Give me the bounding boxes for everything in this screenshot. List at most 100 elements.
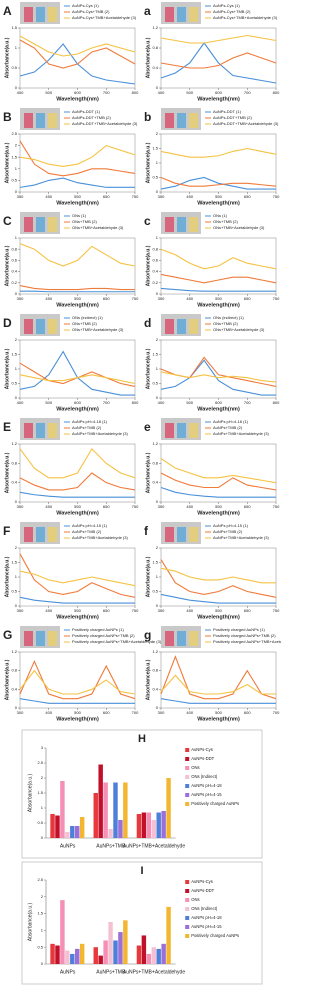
vial bbox=[177, 217, 186, 232]
vial bbox=[24, 631, 33, 646]
panel-label: G bbox=[3, 628, 12, 642]
x-tick-label: 350 bbox=[17, 296, 24, 301]
bar bbox=[161, 943, 166, 964]
spectrum-line bbox=[160, 176, 277, 187]
y-tick-label: 0.8 bbox=[152, 668, 158, 673]
spectrum-line bbox=[19, 39, 136, 69]
bar bbox=[166, 906, 171, 964]
y-axis-label: Absorbance(a.u.) bbox=[4, 37, 10, 78]
legend-label: ONs (indirect) (1) bbox=[72, 315, 103, 320]
x-tick-label: 750 bbox=[273, 296, 280, 301]
panel-label: A bbox=[3, 4, 12, 18]
x-axis-label: Wavelength(nm) bbox=[197, 614, 240, 620]
y-tick-label: 0 bbox=[156, 85, 159, 90]
x-tick-label: 800 bbox=[273, 400, 280, 405]
x-tick-label: 650 bbox=[103, 296, 110, 301]
x-tick-label: 750 bbox=[132, 504, 139, 509]
y-tick-label: 2 bbox=[156, 545, 159, 550]
y-tick-label: 0 bbox=[156, 499, 159, 504]
x-tick-label: 450 bbox=[186, 194, 193, 199]
y-tick-label: 1.5 bbox=[152, 146, 158, 151]
y-tick-label: 0 bbox=[15, 85, 18, 90]
x-tick-label: 700 bbox=[244, 90, 251, 95]
y-tick-label: 2 bbox=[15, 337, 18, 342]
bar bbox=[50, 943, 55, 964]
legend-swatch bbox=[185, 784, 190, 788]
x-tick-label: 550 bbox=[74, 504, 81, 509]
y-tick-label: 0 bbox=[41, 961, 44, 966]
y-tick-label: 0.6 bbox=[11, 257, 17, 262]
spectrum-line bbox=[19, 285, 135, 291]
x-axis-label: Wavelength(nm) bbox=[56, 510, 99, 516]
x-tick-label: 650 bbox=[244, 504, 251, 509]
legend-label: AuNPs-DDT (1) bbox=[213, 109, 242, 114]
spectrum-line bbox=[19, 472, 136, 491]
legend-label: AuNPs-DDT+TMB (2) bbox=[213, 115, 252, 120]
y-tick-label: 0 bbox=[156, 189, 159, 194]
y-tick-label: 0 bbox=[15, 189, 18, 194]
bar bbox=[161, 811, 166, 838]
y-tick-label: 1.2 bbox=[152, 649, 158, 654]
legend-label: AuNPs-DDT+TMB+Acetaldehyde (3) bbox=[213, 121, 279, 126]
vial bbox=[189, 423, 198, 438]
y-tick-label: 0.4 bbox=[11, 686, 17, 691]
vial bbox=[165, 631, 174, 646]
x-tick-label: 450 bbox=[186, 504, 193, 509]
y-tick-label: 2 bbox=[15, 545, 18, 550]
spectrum-line bbox=[19, 596, 135, 604]
y-axis-label: Absorbance(a.u.) bbox=[145, 142, 151, 183]
spectrum-line bbox=[19, 447, 136, 479]
y-tick-label: 1 bbox=[15, 235, 18, 240]
panel-label: E bbox=[3, 420, 11, 434]
vial bbox=[177, 319, 186, 334]
y-tick-label: 0.2 bbox=[152, 280, 158, 285]
legend-label: AuNPs-DDT bbox=[191, 888, 214, 893]
bar bbox=[60, 900, 65, 964]
x-tick-label: 400 bbox=[186, 710, 193, 715]
y-tick-label: 1.5 bbox=[11, 352, 17, 357]
x-tick-label: 500 bbox=[74, 710, 81, 715]
spectrum-line bbox=[160, 176, 276, 190]
y-tick-label: 0.8 bbox=[152, 246, 158, 251]
legend-label: ONs bbox=[191, 765, 199, 770]
bar bbox=[60, 781, 65, 838]
legend-label: AuNPs-Cys+TMB+Acetaldehyde (3) bbox=[72, 15, 137, 20]
legend-label: AuNPs pH=4-15 (1) bbox=[72, 523, 108, 528]
vial bbox=[48, 319, 57, 334]
vial bbox=[48, 631, 57, 646]
bar bbox=[123, 782, 128, 838]
y-tick-label: 1 bbox=[15, 574, 18, 579]
page: {"chart_data":[ {"type":"line","panel":"… bbox=[3, 2, 303, 985]
spectrum-line bbox=[160, 559, 277, 598]
legend-label: AuNPs+TMB+Acetaldehyde (3) bbox=[72, 535, 128, 540]
legend-label: ONs (1) bbox=[213, 213, 228, 218]
y-tick-label: 0.4 bbox=[152, 480, 158, 485]
panel-label: B bbox=[3, 110, 12, 124]
legend-swatch bbox=[185, 766, 190, 770]
bar bbox=[98, 764, 103, 838]
legend-label: Positively charged AuNPs bbox=[191, 933, 239, 938]
vial bbox=[165, 7, 174, 22]
x-tick-label: 500 bbox=[186, 400, 193, 405]
y-tick-label: 1.5 bbox=[37, 911, 43, 916]
figure: A AuNPs-Cys (1)AuNPs-Cys+TMB (2)AuNPs-Cys… bbox=[3, 2, 303, 985]
x-axis-label: Wavelength(nm) bbox=[197, 716, 240, 722]
y-tick-label: 0 bbox=[156, 603, 159, 608]
legend-label: AuNPs pH=4-15 (1) bbox=[213, 523, 249, 528]
bar bbox=[156, 812, 161, 838]
bar bbox=[141, 812, 147, 838]
legend-label: ONs (Indirect) bbox=[191, 774, 218, 779]
bar bbox=[123, 920, 128, 964]
y-tick-label: 0.5 bbox=[11, 65, 17, 70]
y-tick-label: 1 bbox=[41, 805, 44, 810]
panel-label: C bbox=[3, 214, 12, 228]
vial bbox=[177, 631, 186, 646]
y-tick-label: 1.5 bbox=[11, 560, 17, 565]
legend-label: ONs+TMB+Acetaldehyde (3) bbox=[72, 327, 124, 332]
x-tick-label: AuNPs bbox=[60, 843, 76, 849]
vial bbox=[177, 527, 186, 542]
vial bbox=[36, 423, 45, 438]
x-tick-label: 750 bbox=[273, 194, 280, 199]
legend-label: AuNPs-DDT+TMB+Acetaldehyde (3) bbox=[72, 121, 138, 126]
spectrum-line bbox=[160, 593, 276, 604]
